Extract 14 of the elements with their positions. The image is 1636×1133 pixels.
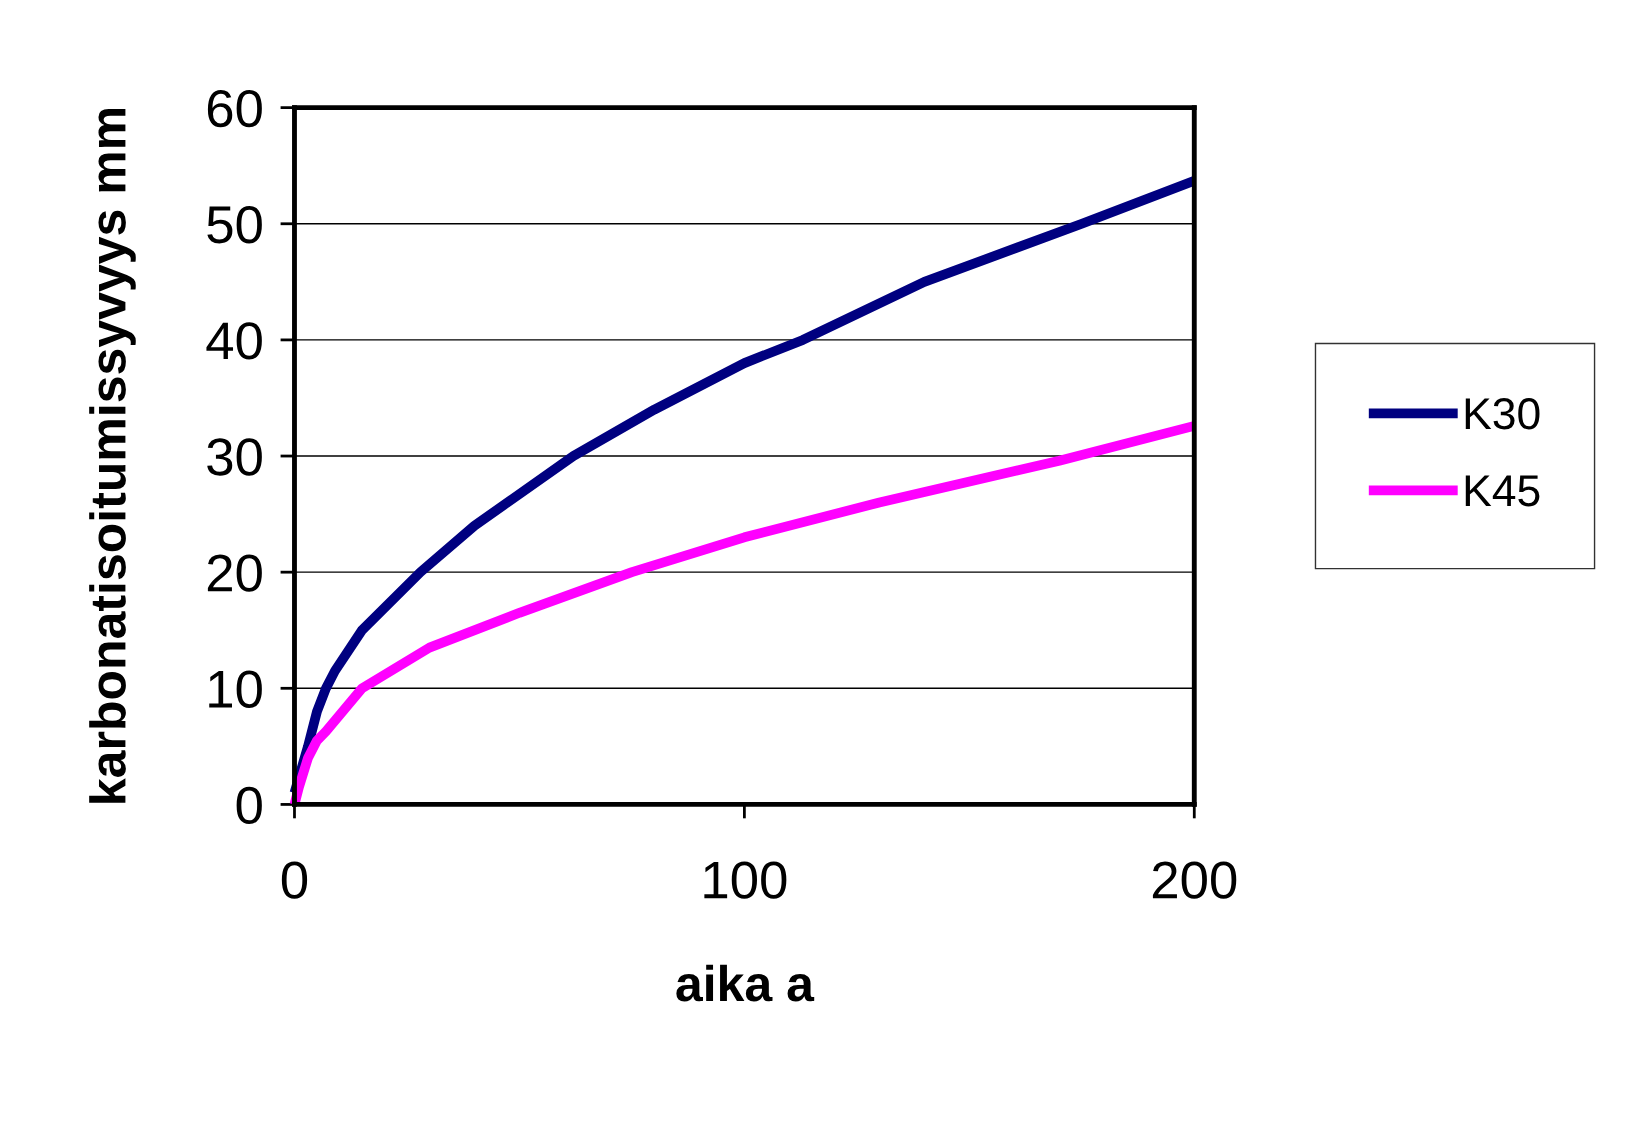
x-tick-label: 0 [281, 861, 308, 899]
x-axis-title: aika a [676, 964, 815, 1002]
legend-label: K30 [1465, 398, 1540, 430]
legend-label: K45 [1465, 475, 1540, 507]
y-tick-label: 0 [236, 786, 262, 825]
y-tick-label: 30 [207, 438, 262, 476]
y-tick-label: 40 [206, 322, 262, 360]
x-tick-label: 100 [704, 861, 787, 899]
y-tick-label: 10 [209, 670, 262, 708]
y-tick-label: 20 [207, 554, 262, 592]
x-tick-label: 200 [1152, 861, 1237, 899]
y-axis-title: karbonatisoitumissyvyys mm [89, 108, 136, 803]
y-tick-label: 50 [207, 206, 262, 244]
y-tick-label: 60 [207, 89, 262, 128]
